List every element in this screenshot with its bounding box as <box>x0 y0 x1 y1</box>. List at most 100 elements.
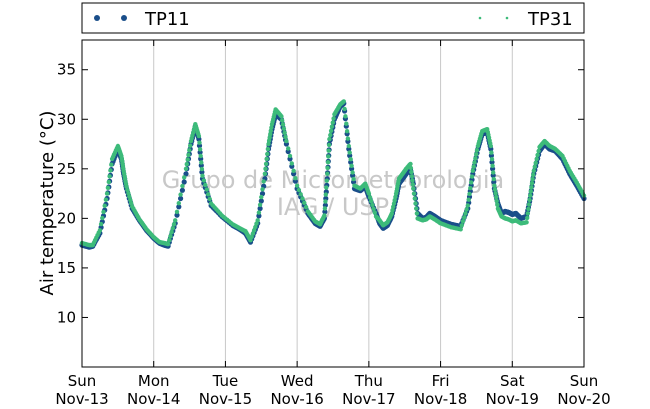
axis-ticks: 101520253035SunNov-13MonNov-14TueNov-15W… <box>55 40 611 408</box>
data-point-tp31 <box>351 176 356 182</box>
data-point-tp31 <box>97 228 103 233</box>
data-point-tp31 <box>344 121 349 126</box>
data-point-tp31 <box>206 192 211 197</box>
data-point-tp31 <box>491 176 496 182</box>
data-point-tp31 <box>124 184 129 189</box>
data-point-tp31 <box>293 176 298 181</box>
data-point-tp11 <box>322 209 328 215</box>
data-point-tp31 <box>298 192 303 197</box>
data-point-tp31 <box>249 234 254 240</box>
data-point-tp31 <box>327 136 332 142</box>
data-point-tp31 <box>412 196 417 201</box>
data-point-tp31 <box>410 182 415 187</box>
data-point-tp31 <box>463 211 468 216</box>
data-point-tp31 <box>265 146 271 152</box>
data-point-tp31 <box>265 151 270 157</box>
data-point-tp31 <box>525 215 530 221</box>
data-point-tp31 <box>369 199 374 204</box>
data-point-tp31 <box>167 238 172 243</box>
data-point-tp31 <box>268 128 273 133</box>
data-point-tp31 <box>326 154 331 159</box>
legend-entry-tp31: TP31 <box>478 9 573 30</box>
data-point-tp31 <box>460 219 466 224</box>
data-point-tp31 <box>467 191 472 197</box>
data-point-tp31 <box>198 153 203 159</box>
data-point-tp31 <box>199 160 204 165</box>
data-point-tp31 <box>261 179 266 184</box>
data-point-tp31 <box>323 192 328 197</box>
data-point-tp31 <box>168 234 173 239</box>
data-point-tp31 <box>492 187 498 192</box>
data-point-tp11 <box>183 171 189 177</box>
data-point-tp31 <box>342 106 347 112</box>
data-point-tp31 <box>171 222 177 227</box>
data-point-tp31 <box>170 226 175 231</box>
data-point-tp31 <box>534 156 539 162</box>
data-point-tp31 <box>331 116 336 121</box>
y-axis-label: Air temperature (°C) <box>37 111 58 296</box>
data-point-tp31 <box>391 201 397 206</box>
x-tick-label-day: Sun <box>570 372 599 390</box>
data-point-tp31 <box>182 175 187 180</box>
data-point-tp31 <box>260 187 265 192</box>
y-tick-label: 20 <box>57 209 76 227</box>
data-point-tp31 <box>197 140 202 145</box>
data-point-tp31 <box>105 185 111 190</box>
data-point-tp31 <box>391 204 396 209</box>
x-tick-label-day: Mon <box>138 372 170 390</box>
x-tick-label-date: Nov-18 <box>414 390 467 408</box>
data-point-tp31 <box>526 202 532 207</box>
data-point-tp31 <box>196 133 202 139</box>
x-tick-label-day: Fri <box>432 372 450 390</box>
data-point-tp31 <box>279 114 284 119</box>
data-point-tp31 <box>323 199 328 204</box>
data-point-tp31 <box>473 156 478 161</box>
data-point-tp31 <box>104 191 110 196</box>
data-point-tp31 <box>409 174 415 179</box>
data-point-tp31 <box>459 223 464 228</box>
x-tick-label-date: Nov-16 <box>270 390 323 408</box>
data-point-tp31 <box>472 160 477 165</box>
data-point-tp31 <box>329 124 335 129</box>
data-point-tp31 <box>186 152 191 158</box>
data-point-tp31 <box>330 120 335 125</box>
data-point-tp31 <box>266 141 271 147</box>
data-point-tp31 <box>281 126 287 131</box>
data-point-tp31 <box>350 170 355 175</box>
data-point-tp31 <box>102 203 107 208</box>
data-point-tp31 <box>250 231 256 236</box>
data-point-tp31 <box>524 220 529 225</box>
data-point-tp11 <box>259 191 266 197</box>
data-point-tp31 <box>465 203 470 208</box>
data-point-tp31 <box>409 169 414 175</box>
legend: TP11 TP31 <box>81 2 585 34</box>
y-tick-label: 15 <box>57 259 76 277</box>
data-point-tp31 <box>101 209 106 215</box>
data-point-tp31 <box>169 230 174 235</box>
data-point-tp31 <box>366 191 372 196</box>
data-point-tp31 <box>178 192 183 197</box>
data-point-tp31 <box>347 150 352 155</box>
data-point-tp31 <box>389 211 394 216</box>
x-tick-label-day: Thu <box>354 372 383 390</box>
data-point-tp31 <box>468 185 473 191</box>
data-point-tp31 <box>531 168 536 173</box>
y-tick-label: 35 <box>57 61 76 79</box>
data-point-tp31 <box>371 206 376 211</box>
data-point-tp31 <box>325 171 330 176</box>
plot-frame <box>81 39 585 368</box>
data-point-tp31 <box>173 218 178 223</box>
data-point-tp31 <box>108 168 113 173</box>
legend-frame <box>81 2 585 34</box>
data-point-tp31 <box>204 187 209 192</box>
data-point-tp31 <box>300 196 305 201</box>
y-tick-label: 10 <box>57 308 76 326</box>
data-point-tp31 <box>491 170 496 175</box>
data-point-tp31 <box>529 185 534 190</box>
data-point-tp31 <box>256 210 262 215</box>
data-point-tp31 <box>269 125 274 130</box>
data-point-tp31 <box>526 206 531 212</box>
data-point-tp31 <box>302 200 307 205</box>
data-point-tp31 <box>525 211 530 216</box>
x-tick-label-day: Tue <box>212 372 239 390</box>
